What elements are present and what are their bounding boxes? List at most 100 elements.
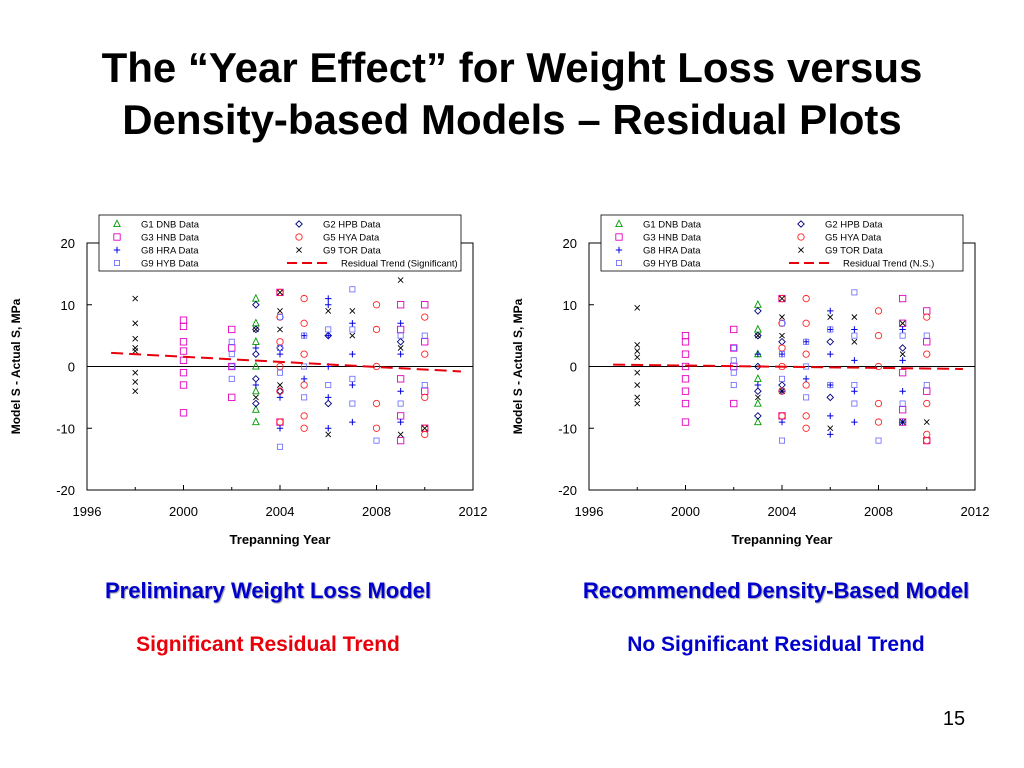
left-chart-data-point [349, 381, 356, 389]
right-chart-data-point [851, 289, 858, 296]
left-chart-legend-box [98, 214, 462, 272]
left-chart-data-point [251, 386, 260, 395]
right-chart-data-point [874, 307, 883, 315]
left-chart-legend-symbol [113, 219, 121, 228]
left-chart-data-point [276, 394, 284, 401]
left-chart-y-tick-label: 0 [68, 360, 75, 375]
left-chart-data-point [300, 294, 308, 303]
left-chart-data-point [252, 326, 259, 333]
right-chart-data-point [827, 382, 834, 389]
left-chart-data-point [372, 399, 381, 408]
right-chart-data-point [634, 354, 641, 361]
right-chart-data-point [634, 369, 641, 376]
right-chart-data-point [827, 314, 834, 321]
right-chart-data-point [851, 400, 858, 407]
left-chart-data-point [276, 443, 283, 450]
right-chart-data-point [681, 418, 690, 426]
left-chart-data-point [397, 350, 404, 358]
right-chart-data-point [899, 332, 906, 339]
right-chart-data-point [802, 294, 810, 303]
right-chart-data-point [899, 351, 906, 358]
left-chart-data-point [325, 326, 332, 333]
right-chart-data-point [899, 326, 906, 333]
left-chart-data-point [132, 320, 139, 327]
right-chart-data-point [754, 387, 762, 396]
right-chart-data-point [634, 400, 641, 407]
right-chart-data-point [875, 437, 882, 444]
right-chart-data-point [730, 325, 738, 334]
right-chart-data-point [634, 394, 641, 401]
right-chart-y-tick-label: 10 [563, 298, 577, 313]
right-chart-data-point [730, 399, 738, 408]
right-chart-data-point [827, 307, 834, 315]
right-chart-data-point [802, 375, 810, 383]
left-chart-data-point [277, 326, 283, 333]
right-chart-data-point [923, 332, 930, 339]
left-chart-series [132, 277, 428, 438]
left-chart-data-point [228, 362, 236, 371]
left-chart-legend-symbol [295, 220, 303, 228]
left-chart-data-point [325, 295, 332, 302]
left-chart-legend-label: G3 HNB Data [141, 233, 200, 244]
right-chart-data-point [681, 387, 690, 395]
right-chart-data-point [899, 320, 906, 327]
slide-title-line2: Density-based Models – Residual Plots [122, 96, 902, 143]
right-chart-data-point [754, 394, 761, 401]
right-chart-data-point [899, 400, 906, 407]
left-chart-data-point [397, 418, 404, 426]
right-model-caption: Recommended Density-Based Model [582, 578, 970, 603]
right-chart-data-point [779, 351, 786, 358]
left-chart-data-point [276, 344, 283, 351]
left-chart-data-point [349, 375, 356, 382]
right-chart-data-point [754, 412, 762, 420]
right-chart-data-point [754, 307, 762, 315]
left-chart-data-point [276, 369, 283, 376]
right-chart-data-point [634, 382, 641, 388]
left-chart-y-tick-label: 10 [61, 298, 75, 313]
left-chart-data-point [251, 417, 260, 426]
right-chart-trend-line [613, 363, 963, 370]
left-chart-data-point [324, 399, 333, 408]
left-chart-data-point [349, 286, 356, 293]
right-chart-legend-symbol [615, 219, 623, 228]
left-chart-data-point [300, 424, 308, 432]
left-chart-data-point [300, 350, 308, 358]
right-chart-data-point [754, 362, 762, 371]
right-chart-legend-symbol [615, 246, 623, 254]
right-chart-data-point [874, 418, 883, 426]
left-chart-data-point [179, 409, 188, 417]
right-chart-data-point [754, 332, 761, 339]
right-chart-data-point [681, 399, 690, 408]
right-chart-data-point [634, 348, 641, 354]
left-chart-data-point [252, 381, 260, 389]
left-chart-data-point [252, 350, 260, 358]
right-chart-data-point [634, 304, 641, 311]
right-chart-data-point [851, 357, 858, 364]
right-chart: 20 10 0 -10 -20 1996 2000 2004 2008 2012 Trepannin… [511, 214, 989, 547]
left-chart-legend-label: G5 HYA Data [323, 233, 380, 244]
left-chart-data-point [277, 382, 283, 388]
right-chart-data-point [778, 418, 786, 426]
right-chart-data-point [923, 313, 931, 321]
right-chart-data-point [778, 319, 786, 327]
right-chart-y-axis-label: Model S - Actual S, MPa [511, 298, 525, 434]
right-chart-data-point [898, 344, 907, 352]
right-chart-data-point [923, 399, 931, 408]
left-chart-data-point [397, 345, 404, 351]
left-chart-data-point [396, 337, 405, 346]
left-chart-data-point [251, 361, 260, 370]
right-chart-data-point [826, 393, 835, 402]
left-chart-data-point [349, 320, 356, 327]
left-trend-caption: Significant Residual Trend [136, 633, 400, 656]
right-chart-data-point [754, 331, 762, 340]
left-chart-data-point [228, 363, 235, 370]
left-chart-x-axis-label: Trepanning Year [230, 532, 331, 547]
right-chart-data-point [826, 337, 835, 346]
left-chart-data-point [325, 425, 332, 432]
right-chart-data-point [803, 338, 810, 345]
left-chart-trend-line [111, 351, 461, 373]
right-chart-data-point [874, 331, 883, 340]
right-chart-data-point [753, 374, 762, 382]
right-chart-data-point [730, 344, 738, 352]
left-chart-legend-label: G1 DNB Data [141, 220, 200, 231]
